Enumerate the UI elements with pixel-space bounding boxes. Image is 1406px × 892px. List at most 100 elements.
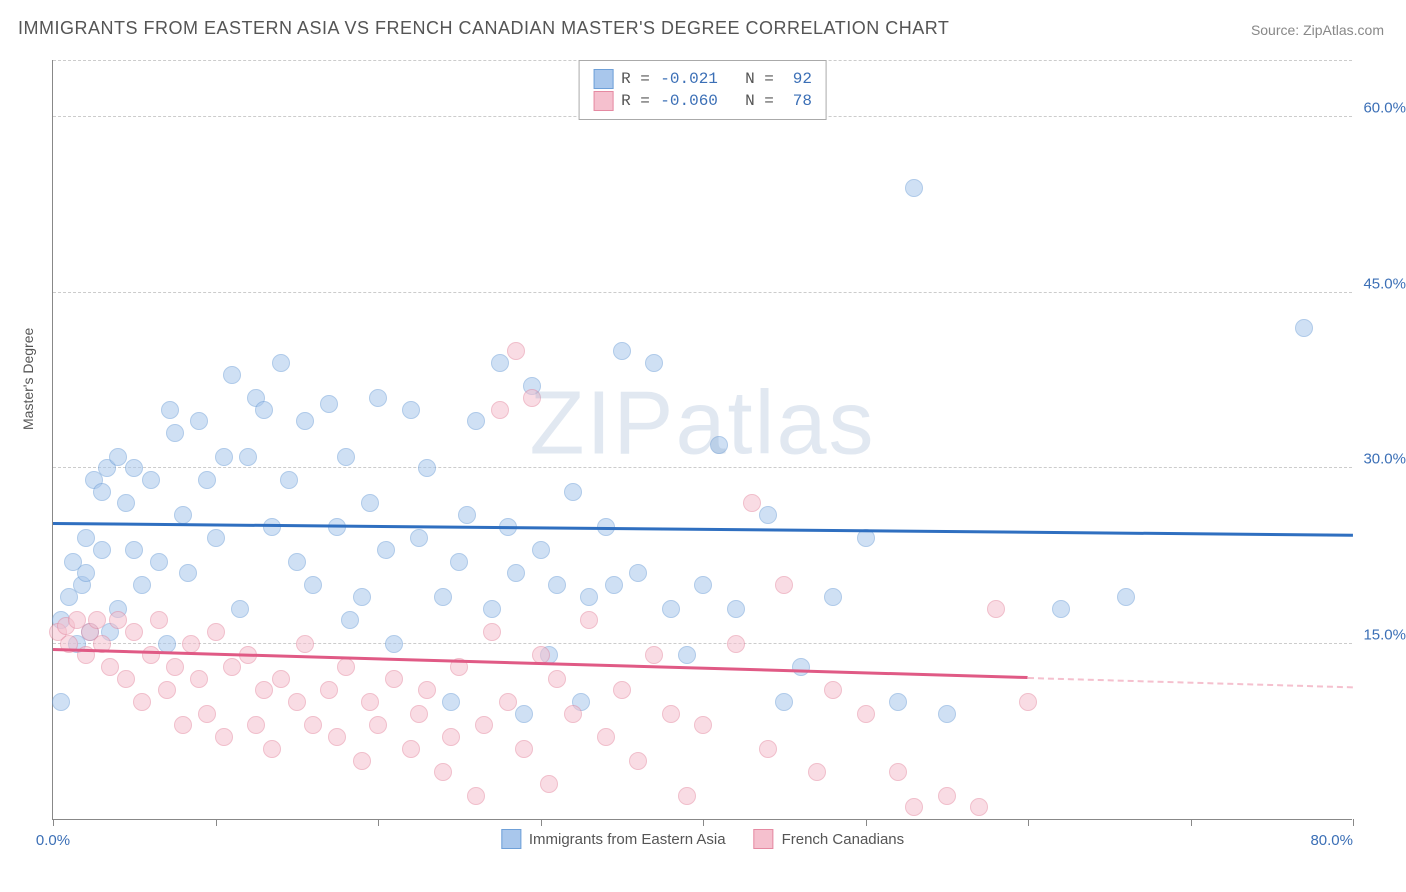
data-point bbox=[808, 763, 826, 781]
data-point bbox=[467, 787, 485, 805]
data-point bbox=[77, 529, 95, 547]
data-point bbox=[161, 401, 179, 419]
data-point bbox=[775, 693, 793, 711]
data-point bbox=[515, 740, 533, 758]
data-point bbox=[458, 506, 476, 524]
data-point bbox=[117, 494, 135, 512]
data-point bbox=[158, 635, 176, 653]
data-point bbox=[255, 681, 273, 699]
data-point bbox=[231, 600, 249, 618]
data-point bbox=[491, 401, 509, 419]
x-tick bbox=[541, 819, 542, 826]
gridline bbox=[53, 292, 1352, 293]
data-point bbox=[198, 471, 216, 489]
data-point bbox=[93, 541, 111, 559]
data-point bbox=[125, 459, 143, 477]
data-point bbox=[678, 646, 696, 664]
data-point bbox=[150, 611, 168, 629]
data-point bbox=[280, 471, 298, 489]
data-point bbox=[328, 728, 346, 746]
data-point bbox=[142, 646, 160, 664]
data-point bbox=[385, 670, 403, 688]
data-point bbox=[353, 588, 371, 606]
data-point bbox=[467, 412, 485, 430]
data-point bbox=[580, 588, 598, 606]
data-point bbox=[564, 483, 582, 501]
source-label: Source: bbox=[1251, 22, 1303, 38]
data-point bbox=[133, 576, 151, 594]
data-point bbox=[678, 787, 696, 805]
trend-line bbox=[53, 522, 1353, 536]
data-point bbox=[483, 623, 501, 641]
data-point bbox=[166, 424, 184, 442]
data-point bbox=[272, 670, 290, 688]
y-tick-label: 45.0% bbox=[1363, 275, 1406, 292]
data-point bbox=[434, 588, 452, 606]
data-point bbox=[142, 471, 160, 489]
data-point bbox=[337, 658, 355, 676]
data-point bbox=[824, 681, 842, 699]
data-point bbox=[174, 506, 192, 524]
legend-item-1: French Canadians bbox=[754, 829, 905, 849]
data-point bbox=[605, 576, 623, 594]
chart-title: IMMIGRANTS FROM EASTERN ASIA VS FRENCH C… bbox=[18, 18, 949, 39]
data-point bbox=[223, 658, 241, 676]
series-legend: Immigrants from Eastern Asia French Cana… bbox=[491, 829, 914, 849]
data-point bbox=[548, 670, 566, 688]
data-point bbox=[1117, 588, 1135, 606]
data-point bbox=[824, 588, 842, 606]
data-point bbox=[662, 705, 680, 723]
data-point bbox=[198, 705, 216, 723]
data-point bbox=[905, 798, 923, 816]
data-point bbox=[418, 681, 436, 699]
data-point bbox=[353, 752, 371, 770]
data-point bbox=[743, 494, 761, 512]
data-point bbox=[759, 506, 777, 524]
data-point bbox=[402, 401, 420, 419]
data-point bbox=[987, 600, 1005, 618]
data-point bbox=[263, 518, 281, 536]
trend-line-extrapolated bbox=[1028, 677, 1353, 688]
data-point bbox=[507, 564, 525, 582]
data-point bbox=[174, 716, 192, 734]
x-tick bbox=[378, 819, 379, 826]
data-point bbox=[597, 728, 615, 746]
gridline bbox=[53, 643, 1352, 644]
data-point bbox=[77, 564, 95, 582]
data-point bbox=[88, 611, 106, 629]
data-point bbox=[337, 448, 355, 466]
y-tick-label: 15.0% bbox=[1363, 626, 1406, 643]
legend-swatch-1 bbox=[593, 91, 613, 111]
data-point bbox=[434, 763, 452, 781]
data-point bbox=[889, 763, 907, 781]
data-point bbox=[52, 693, 70, 711]
data-point bbox=[215, 448, 233, 466]
data-point bbox=[1052, 600, 1070, 618]
correlation-legend: R = -0.021 N = 92 R = -0.060 N = 78 bbox=[578, 60, 827, 120]
data-point bbox=[190, 412, 208, 430]
data-point bbox=[288, 553, 306, 571]
data-point bbox=[296, 635, 314, 653]
data-point bbox=[564, 705, 582, 723]
data-point bbox=[288, 693, 306, 711]
data-point bbox=[1019, 693, 1037, 711]
data-point bbox=[938, 705, 956, 723]
data-point bbox=[255, 401, 273, 419]
source-attribution: Source: ZipAtlas.com bbox=[1251, 22, 1384, 38]
source-link[interactable]: ZipAtlas.com bbox=[1303, 22, 1384, 38]
data-point bbox=[272, 354, 290, 372]
legend-row-series-0: R = -0.021 N = 92 bbox=[593, 69, 812, 89]
gridline bbox=[53, 467, 1352, 468]
legend-series-name-1: French Canadians bbox=[782, 831, 905, 848]
data-point bbox=[759, 740, 777, 758]
data-point bbox=[377, 541, 395, 559]
data-point bbox=[239, 448, 257, 466]
legend-series-name-0: Immigrants from Eastern Asia bbox=[529, 831, 726, 848]
data-point bbox=[402, 740, 420, 758]
data-point bbox=[710, 436, 728, 454]
data-point bbox=[727, 635, 745, 653]
data-point bbox=[304, 716, 322, 734]
data-point bbox=[938, 787, 956, 805]
data-point bbox=[179, 564, 197, 582]
data-point bbox=[109, 448, 127, 466]
